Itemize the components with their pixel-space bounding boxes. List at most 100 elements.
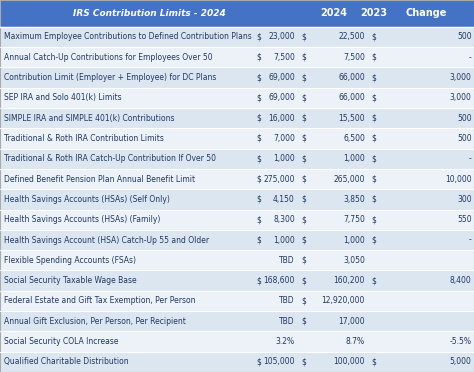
Text: $: $ [256,357,261,366]
Text: $: $ [301,276,306,285]
Text: 10,000: 10,000 [445,174,472,184]
Text: 1,000: 1,000 [343,235,365,244]
Text: $: $ [256,215,261,224]
Text: 5,000: 5,000 [450,357,472,366]
Text: Traditional & Roth IRA Contribution Limits: Traditional & Roth IRA Contribution Limi… [4,134,164,143]
Text: $: $ [301,215,306,224]
Text: $: $ [371,235,376,244]
Text: $: $ [301,134,306,143]
Text: TBD: TBD [279,317,295,326]
Text: Traditional & Roth IRA Catch-Up Contribution If Over 50: Traditional & Roth IRA Catch-Up Contribu… [4,154,216,163]
Text: 100,000: 100,000 [334,357,365,366]
Text: 69,000: 69,000 [268,73,295,82]
Text: -: - [469,154,472,163]
Text: $: $ [256,134,261,143]
Text: 275,000: 275,000 [264,174,295,184]
Text: $: $ [371,32,376,41]
Text: $: $ [371,154,376,163]
Text: -5.5%: -5.5% [450,337,472,346]
Text: 2024: 2024 [320,9,347,18]
Text: $: $ [301,114,306,123]
FancyBboxPatch shape [0,209,474,230]
Text: $: $ [301,235,306,244]
Text: Contribution Limit (Employer + Employee) for DC Plans: Contribution Limit (Employer + Employee)… [4,73,216,82]
Text: $: $ [301,73,306,82]
Text: $: $ [256,276,261,285]
Text: 17,000: 17,000 [338,317,365,326]
Text: $: $ [256,154,261,163]
Text: $: $ [371,114,376,123]
Text: $: $ [256,174,261,184]
Text: 69,000: 69,000 [268,93,295,102]
Text: 265,000: 265,000 [334,174,365,184]
Text: 7,750: 7,750 [343,215,365,224]
Text: 168,600: 168,600 [264,276,295,285]
Text: $: $ [256,235,261,244]
FancyBboxPatch shape [0,169,474,189]
Text: $: $ [371,174,376,184]
Text: $: $ [301,256,306,265]
Text: $: $ [371,53,376,62]
Text: Health Savings Account (HSA) Catch-Up 55 and Older: Health Savings Account (HSA) Catch-Up 55… [4,235,209,244]
FancyBboxPatch shape [0,311,474,331]
Text: $: $ [371,215,376,224]
Text: 7,500: 7,500 [343,53,365,62]
Text: 1,000: 1,000 [273,235,295,244]
Text: $: $ [371,195,376,204]
Text: $: $ [256,195,261,204]
FancyBboxPatch shape [0,270,474,291]
Text: 1,000: 1,000 [273,154,295,163]
Text: $: $ [256,73,261,82]
Text: SIMPLE IRA and SIMPLE 401(k) Contributions: SIMPLE IRA and SIMPLE 401(k) Contributio… [4,114,174,123]
Text: Change: Change [406,9,447,18]
Text: 3,850: 3,850 [343,195,365,204]
FancyBboxPatch shape [0,108,474,128]
Text: 3.2%: 3.2% [276,337,295,346]
Text: 12,920,000: 12,920,000 [321,296,365,305]
Text: 22,500: 22,500 [338,32,365,41]
Text: Social Security COLA Increase: Social Security COLA Increase [4,337,118,346]
Text: Defined Benefit Pension Plan Annual Benefit Limit: Defined Benefit Pension Plan Annual Bene… [4,174,195,184]
FancyBboxPatch shape [0,230,474,250]
Text: Health Savings Accounts (HSAs) (Family): Health Savings Accounts (HSAs) (Family) [4,215,160,224]
Text: $: $ [301,357,306,366]
Text: 7,000: 7,000 [273,134,295,143]
Text: $: $ [371,73,376,82]
Text: $: $ [301,174,306,184]
Text: 3,000: 3,000 [450,93,472,102]
Text: 105,000: 105,000 [264,357,295,366]
Text: $: $ [371,93,376,102]
FancyBboxPatch shape [0,128,474,149]
Text: 4,150: 4,150 [273,195,295,204]
Text: $: $ [301,93,306,102]
Text: 500: 500 [457,134,472,143]
FancyBboxPatch shape [0,291,474,311]
Text: $: $ [301,53,306,62]
Text: $: $ [301,32,306,41]
Text: Annual Catch-Up Contributions for Employees Over 50: Annual Catch-Up Contributions for Employ… [4,53,212,62]
Text: 2023: 2023 [361,9,387,18]
Text: $: $ [256,114,261,123]
Text: Federal Estate and Gift Tax Exemption, Per Person: Federal Estate and Gift Tax Exemption, P… [4,296,195,305]
Text: Social Security Taxable Wage Base: Social Security Taxable Wage Base [4,276,137,285]
Text: $: $ [371,276,376,285]
Text: 8,300: 8,300 [273,215,295,224]
Text: $: $ [256,32,261,41]
Text: 160,200: 160,200 [334,276,365,285]
Text: 500: 500 [457,32,472,41]
FancyBboxPatch shape [0,352,474,372]
Text: $: $ [301,195,306,204]
Text: Qualified Charitable Distribution: Qualified Charitable Distribution [4,357,128,366]
Text: IRS Contribution Limits - 2024: IRS Contribution Limits - 2024 [73,9,226,18]
Text: 16,000: 16,000 [268,114,295,123]
Text: SEP IRA and Solo 401(k) Limits: SEP IRA and Solo 401(k) Limits [4,93,121,102]
Text: $: $ [371,134,376,143]
Text: Flexible Spending Accounts (FSAs): Flexible Spending Accounts (FSAs) [4,256,136,265]
Text: $: $ [301,317,306,326]
FancyBboxPatch shape [0,0,474,27]
Text: 3,050: 3,050 [343,256,365,265]
Text: 550: 550 [457,215,472,224]
FancyBboxPatch shape [0,189,474,209]
Text: 66,000: 66,000 [338,73,365,82]
Text: -: - [469,235,472,244]
